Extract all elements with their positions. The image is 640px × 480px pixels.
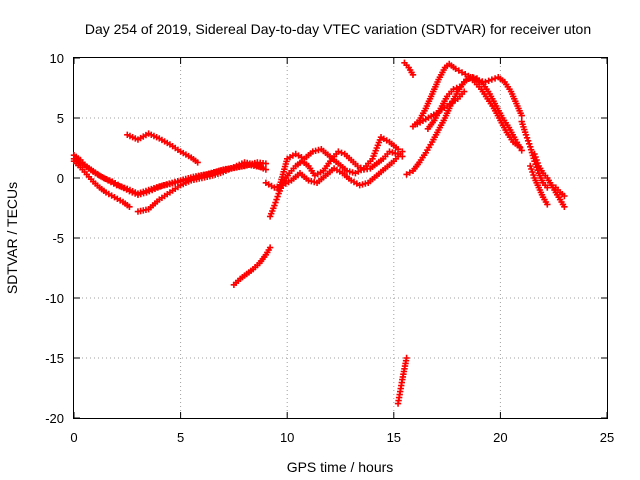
data-point	[394, 146, 402, 153]
data-point	[522, 131, 530, 138]
y-tick-label: -10	[45, 291, 64, 306]
series-arc-m	[424, 74, 525, 132]
data-point-interp	[525, 140, 533, 147]
series-arc-d	[124, 130, 201, 166]
plot-frame	[73, 57, 608, 419]
x-tick-label: 15	[387, 430, 401, 445]
data-point-interp	[485, 77, 492, 84]
y-tick-label: -5	[52, 231, 64, 246]
y-tick-label: -20	[45, 411, 64, 426]
data-point-interp	[532, 153, 539, 161]
series-arc-b	[70, 158, 133, 210]
data-point	[409, 71, 417, 78]
data-point	[194, 159, 201, 166]
series-arc-o	[518, 118, 568, 200]
data-point	[561, 203, 568, 210]
y-tick-label: 0	[57, 171, 64, 186]
series-arc-f	[230, 244, 274, 288]
series-arc-e	[134, 159, 270, 215]
series-arc-i	[275, 134, 402, 194]
chart-title: Day 254 of 2019, Sidereal Day-to-day VTE…	[85, 21, 591, 37]
data-point-interp	[273, 196, 280, 203]
data-point	[262, 160, 270, 167]
data-point-interp	[272, 199, 279, 206]
data-point-interp	[524, 137, 532, 144]
x-tick-label: 0	[70, 430, 77, 445]
series-arc-p	[527, 162, 551, 208]
data-point	[544, 201, 551, 208]
data-point	[403, 354, 410, 362]
data-point	[126, 203, 133, 210]
data-point	[262, 166, 270, 173]
data-point	[544, 184, 551, 191]
x-axis-label: GPS time / hours	[287, 459, 394, 475]
y-tick-label: -15	[45, 351, 64, 366]
data-point-interp	[529, 168, 536, 176]
data-point-interp	[523, 134, 531, 141]
x-tick-label: 20	[493, 430, 507, 445]
data-point-interp	[533, 156, 540, 164]
data-point	[335, 148, 342, 155]
data-point	[399, 148, 406, 155]
series-arc-q	[531, 150, 568, 210]
x-tick-label: 5	[177, 430, 184, 445]
data-point	[527, 162, 534, 170]
data-point	[516, 143, 523, 150]
data-point	[488, 76, 496, 83]
x-tick-label: 10	[280, 430, 294, 445]
data-point	[531, 150, 538, 158]
x-tick-label: 25	[600, 430, 614, 445]
data-point	[518, 112, 525, 119]
series-arc-j	[401, 59, 417, 78]
data-point	[450, 86, 457, 93]
data-point-interp	[338, 149, 345, 156]
series-arc-l	[409, 60, 523, 150]
y-tick-label: 10	[50, 51, 64, 66]
data-point	[518, 147, 525, 154]
data-point	[482, 78, 489, 86]
data-point-interp	[274, 193, 281, 200]
series-arc-r	[394, 354, 410, 407]
series-arc-n	[414, 88, 468, 128]
grid	[74, 58, 607, 418]
data-point-interp	[466, 75, 473, 82]
tick-labels: 0 5 10 15 20 25 10 5 0 -5 -10 -15 -20	[45, 51, 614, 445]
data-point-interp	[530, 171, 537, 179]
data-point-interp	[453, 84, 460, 92]
data-points	[70, 59, 568, 407]
data-point	[561, 192, 568, 200]
y-axis-label: SDTVAR / TECUs	[4, 182, 20, 294]
data-point-interp	[534, 159, 541, 167]
data-point	[271, 202, 278, 209]
data-point	[266, 244, 274, 251]
data-point	[460, 88, 468, 95]
data-point-interp	[528, 165, 535, 173]
y-tick-label: 5	[57, 111, 64, 126]
data-point	[463, 76, 470, 83]
